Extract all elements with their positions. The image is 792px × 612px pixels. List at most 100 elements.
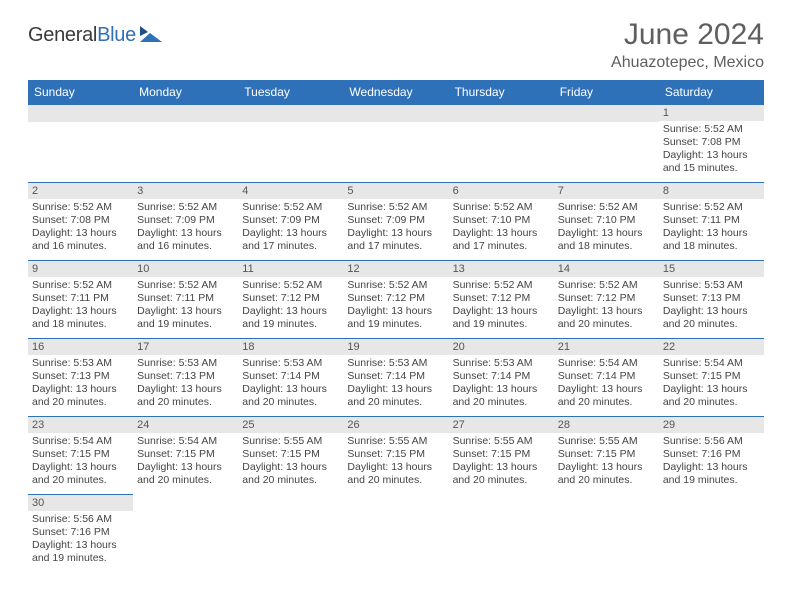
day-header: Thursday [449,80,554,105]
day-details: Sunrise: 5:52 AMSunset: 7:11 PMDaylight:… [133,277,238,332]
calendar-header-row: SundayMondayTuesdayWednesdayThursdayFrid… [28,80,764,105]
day-details: Sunrise: 5:52 AMSunset: 7:10 PMDaylight:… [449,199,554,254]
calendar-week: 16Sunrise: 5:53 AMSunset: 7:13 PMDayligh… [28,339,764,417]
calendar-cell: 4Sunrise: 5:52 AMSunset: 7:09 PMDaylight… [238,183,343,261]
day-details: Sunrise: 5:55 AMSunset: 7:15 PMDaylight:… [554,433,659,488]
calendar-cell: 14Sunrise: 5:52 AMSunset: 7:12 PMDayligh… [554,261,659,339]
empty-daynum [343,105,448,122]
day-header: Friday [554,80,659,105]
day-number: 4 [238,183,343,199]
day-number: 27 [449,417,554,433]
calendar-cell [238,495,343,573]
calendar-cell: 16Sunrise: 5:53 AMSunset: 7:13 PMDayligh… [28,339,133,417]
calendar-cell: 9Sunrise: 5:52 AMSunset: 7:11 PMDaylight… [28,261,133,339]
day-details: Sunrise: 5:55 AMSunset: 7:15 PMDaylight:… [343,433,448,488]
calendar-cell: 15Sunrise: 5:53 AMSunset: 7:13 PMDayligh… [659,261,764,339]
calendar-cell [238,105,343,183]
day-number: 22 [659,339,764,355]
day-details: Sunrise: 5:52 AMSunset: 7:12 PMDaylight:… [449,277,554,332]
day-header: Tuesday [238,80,343,105]
day-number: 10 [133,261,238,277]
day-number: 5 [343,183,448,199]
day-details: Sunrise: 5:52 AMSunset: 7:11 PMDaylight:… [28,277,133,332]
calendar-cell: 7Sunrise: 5:52 AMSunset: 7:10 PMDaylight… [554,183,659,261]
logo-word2: Blue [97,24,136,46]
title-block: June 2024 Ahuazotepec, Mexico [611,18,764,72]
logo: GeneralBlue [28,18,164,47]
day-details: Sunrise: 5:52 AMSunset: 7:08 PMDaylight:… [28,199,133,254]
day-number: 20 [449,339,554,355]
day-number: 30 [28,495,133,511]
day-number: 15 [659,261,764,277]
calendar-cell: 21Sunrise: 5:54 AMSunset: 7:14 PMDayligh… [554,339,659,417]
calendar-cell [28,105,133,183]
day-details: Sunrise: 5:53 AMSunset: 7:13 PMDaylight:… [133,355,238,410]
calendar-body: 1Sunrise: 5:52 AMSunset: 7:08 PMDaylight… [28,105,764,573]
empty-daynum [554,105,659,122]
calendar-cell: 11Sunrise: 5:52 AMSunset: 7:12 PMDayligh… [238,261,343,339]
day-number: 23 [28,417,133,433]
calendar-cell: 27Sunrise: 5:55 AMSunset: 7:15 PMDayligh… [449,417,554,495]
day-number: 7 [554,183,659,199]
calendar-cell: 13Sunrise: 5:52 AMSunset: 7:12 PMDayligh… [449,261,554,339]
calendar-cell: 22Sunrise: 5:54 AMSunset: 7:15 PMDayligh… [659,339,764,417]
calendar-cell: 10Sunrise: 5:52 AMSunset: 7:11 PMDayligh… [133,261,238,339]
calendar-cell: 29Sunrise: 5:56 AMSunset: 7:16 PMDayligh… [659,417,764,495]
day-number: 18 [238,339,343,355]
calendar-cell: 26Sunrise: 5:55 AMSunset: 7:15 PMDayligh… [343,417,448,495]
day-number: 26 [343,417,448,433]
calendar-week: 30Sunrise: 5:56 AMSunset: 7:16 PMDayligh… [28,495,764,573]
calendar-week: 1Sunrise: 5:52 AMSunset: 7:08 PMDaylight… [28,105,764,183]
day-details: Sunrise: 5:52 AMSunset: 7:11 PMDaylight:… [659,199,764,254]
empty-daynum [28,105,133,122]
location: Ahuazotepec, Mexico [611,54,764,72]
day-details: Sunrise: 5:54 AMSunset: 7:14 PMDaylight:… [554,355,659,410]
day-number: 6 [449,183,554,199]
calendar-cell [343,105,448,183]
calendar-cell: 28Sunrise: 5:55 AMSunset: 7:15 PMDayligh… [554,417,659,495]
calendar-week: 23Sunrise: 5:54 AMSunset: 7:15 PMDayligh… [28,417,764,495]
calendar-cell [659,495,764,573]
calendar-cell: 8Sunrise: 5:52 AMSunset: 7:11 PMDaylight… [659,183,764,261]
calendar-week: 2Sunrise: 5:52 AMSunset: 7:08 PMDaylight… [28,183,764,261]
day-details: Sunrise: 5:56 AMSunset: 7:16 PMDaylight:… [659,433,764,488]
calendar-cell: 23Sunrise: 5:54 AMSunset: 7:15 PMDayligh… [28,417,133,495]
day-number: 3 [133,183,238,199]
day-number: 19 [343,339,448,355]
day-number: 25 [238,417,343,433]
day-details: Sunrise: 5:52 AMSunset: 7:12 PMDaylight:… [554,277,659,332]
day-details: Sunrise: 5:56 AMSunset: 7:16 PMDaylight:… [28,511,133,566]
calendar-cell: 20Sunrise: 5:53 AMSunset: 7:14 PMDayligh… [449,339,554,417]
calendar-cell: 19Sunrise: 5:53 AMSunset: 7:14 PMDayligh… [343,339,448,417]
header: GeneralBlue June 2024 Ahuazotepec, Mexic… [28,18,764,72]
day-number: 17 [133,339,238,355]
day-number: 2 [28,183,133,199]
day-number: 29 [659,417,764,433]
calendar-cell [554,105,659,183]
day-details: Sunrise: 5:53 AMSunset: 7:13 PMDaylight:… [659,277,764,332]
calendar-cell: 12Sunrise: 5:52 AMSunset: 7:12 PMDayligh… [343,261,448,339]
day-details: Sunrise: 5:54 AMSunset: 7:15 PMDaylight:… [133,433,238,488]
day-number: 24 [133,417,238,433]
day-header: Wednesday [343,80,448,105]
day-details: Sunrise: 5:55 AMSunset: 7:15 PMDaylight:… [449,433,554,488]
day-details: Sunrise: 5:52 AMSunset: 7:10 PMDaylight:… [554,199,659,254]
day-details: Sunrise: 5:54 AMSunset: 7:15 PMDaylight:… [28,433,133,488]
day-details: Sunrise: 5:53 AMSunset: 7:14 PMDaylight:… [343,355,448,410]
empty-daynum [449,105,554,122]
day-number: 14 [554,261,659,277]
calendar-cell: 2Sunrise: 5:52 AMSunset: 7:08 PMDaylight… [28,183,133,261]
logo-word1: General [28,24,97,46]
calendar-cell [449,495,554,573]
day-number: 11 [238,261,343,277]
calendar-cell [449,105,554,183]
calendar-cell [554,495,659,573]
logo-text: GeneralBlue [28,24,136,47]
calendar-cell [133,495,238,573]
day-number: 16 [28,339,133,355]
calendar-cell: 1Sunrise: 5:52 AMSunset: 7:08 PMDaylight… [659,105,764,183]
calendar-cell: 17Sunrise: 5:53 AMSunset: 7:13 PMDayligh… [133,339,238,417]
day-details: Sunrise: 5:52 AMSunset: 7:12 PMDaylight:… [238,277,343,332]
day-details: Sunrise: 5:53 AMSunset: 7:14 PMDaylight:… [238,355,343,410]
day-number: 12 [343,261,448,277]
